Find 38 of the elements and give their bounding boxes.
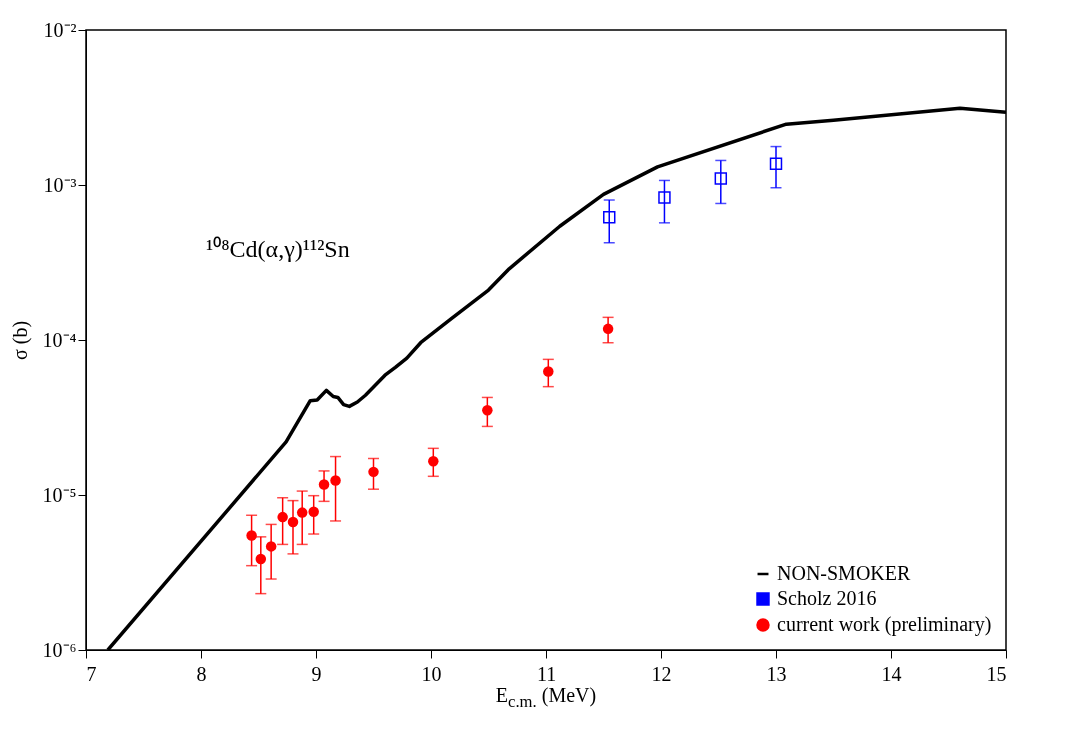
point (277, 511, 288, 523)
point (482, 405, 493, 416)
y-tick-label: 10⁻³ (43, 173, 77, 196)
x-axis-title: E$_{c.m.}$ (MeV) (494, 684, 598, 712)
x-tick-label: 10 (421, 662, 442, 685)
point (603, 210, 616, 224)
x-tick-label: 7 (86, 662, 97, 685)
x-tick-label: 9 (311, 662, 322, 685)
y-tick-label: 10⁻⁶ (42, 638, 77, 661)
point (318, 479, 330, 490)
point (714, 172, 728, 185)
x-tick-label: 13 (766, 662, 787, 685)
y-tick-label: 10⁻² (43, 18, 77, 41)
y-tick-label: 10⁻⁴ (42, 328, 77, 351)
point (246, 530, 257, 541)
point (265, 541, 277, 552)
point (255, 553, 267, 565)
legend-label: NON-SMOKER (777, 562, 911, 584)
point (308, 506, 319, 517)
legend-label: Scholz 2016 (777, 587, 877, 609)
legend-label: current work (preliminary) (777, 613, 992, 636)
point (658, 191, 671, 204)
x-tick-label: 12 (651, 662, 672, 685)
point (330, 475, 341, 486)
y-tick-label: 10⁻⁵ (42, 483, 77, 506)
point (769, 157, 783, 171)
x-tick-label: 14 (881, 662, 902, 685)
point (287, 516, 299, 528)
annotation: ¹⁰⁸Cd(α,γ)¹¹²Sn (206, 236, 350, 262)
x-tick-label: 15 (986, 662, 1007, 685)
x-tick-label: 11 (536, 662, 557, 685)
point (296, 507, 308, 518)
x-tick-label: 8 (196, 662, 207, 685)
y-axis-title: σ (b) (8, 320, 32, 361)
point (602, 323, 614, 335)
point (428, 456, 439, 467)
point (368, 466, 379, 478)
point (543, 366, 554, 377)
